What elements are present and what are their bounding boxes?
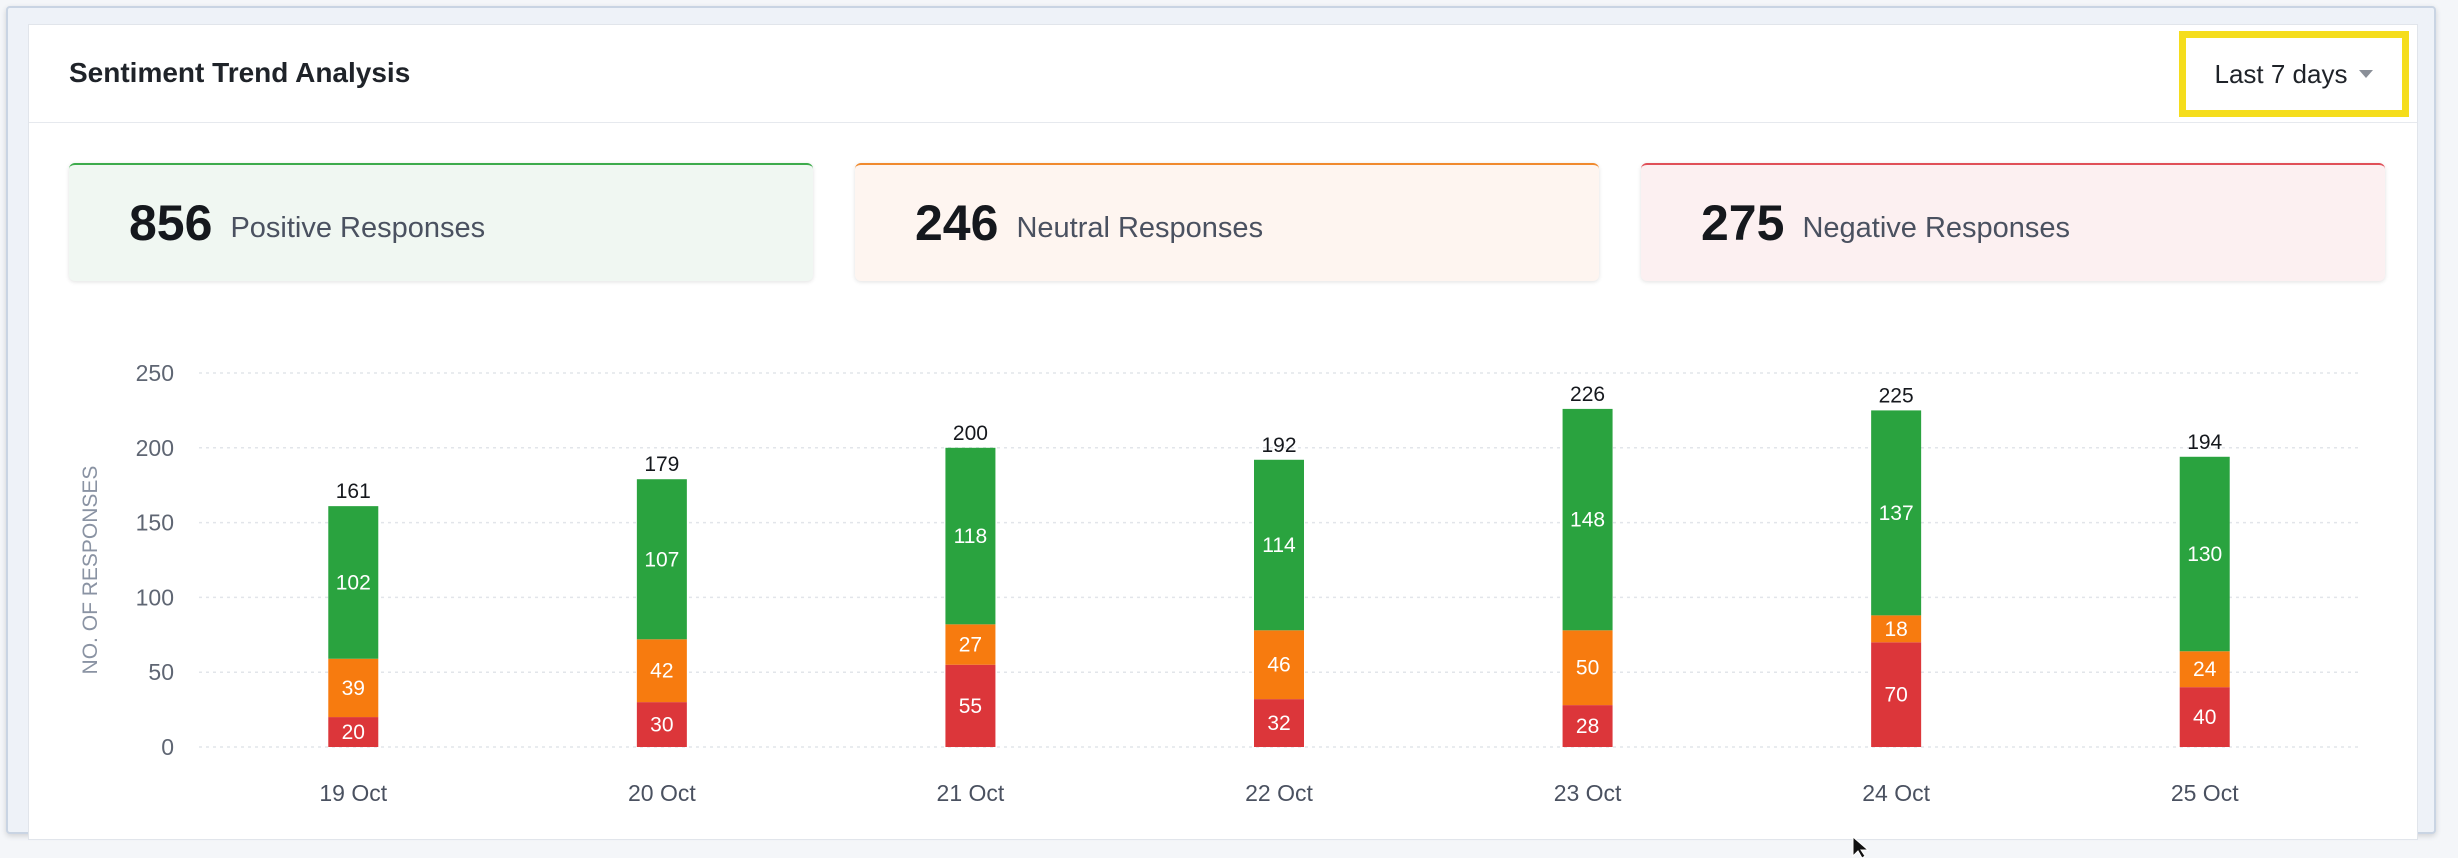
data-label-positive: 130 [2187, 543, 2222, 566]
x-tick-label: 25 Oct [2171, 780, 2239, 806]
data-label-positive: 118 [954, 525, 987, 548]
x-tick-label: 19 Oct [319, 780, 387, 806]
x-tick-label: 24 Oct [1862, 780, 1930, 806]
data-label-neutral: 42 [650, 660, 673, 683]
negative-count: 275 [1701, 195, 1785, 251]
data-label-negative: 32 [1267, 712, 1290, 735]
y-axis-label: NO. OF RESPONSES [79, 466, 102, 675]
y-tick-label: 250 [136, 360, 174, 386]
y-tick-label: 150 [136, 510, 174, 536]
data-label-negative: 20 [342, 721, 365, 744]
x-tick-label: 20 Oct [628, 780, 696, 806]
date-range-label: Last 7 days [2214, 58, 2348, 89]
data-label-negative: 28 [1576, 715, 1599, 738]
bar-segment-positive [328, 506, 379, 659]
bar-segment-neutral [636, 639, 687, 703]
bar-segment-negative [2179, 687, 2230, 747]
data-label-negative: 55 [959, 695, 982, 718]
window-frame: Sentiment Trend Analysis Last 7 days 856… [6, 6, 2436, 840]
bar-total-label: 194 [2187, 431, 2222, 454]
data-label-neutral: 27 [959, 634, 982, 657]
data-label-negative: 30 [650, 714, 673, 737]
neutral-summary-card: 246 Neutral Responses [855, 163, 1599, 281]
bar-total-label: 179 [644, 453, 679, 476]
bar-segment-positive [636, 479, 687, 640]
positive-label: Positive Responses [230, 211, 486, 244]
negative-label: Negative Responses [1802, 211, 2071, 244]
bar-total-label: 225 [1879, 384, 1914, 407]
x-tick-label: 21 Oct [937, 780, 1005, 806]
bar-segment-negative [945, 664, 996, 747]
bar-total-label: 226 [1570, 383, 1605, 406]
bar-segment-neutral [2179, 651, 2230, 688]
data-label-positive: 137 [1879, 502, 1914, 525]
bar-segment-positive [1254, 459, 1304, 631]
y-tick-label: 100 [136, 584, 174, 610]
data-label-negative: 40 [2193, 706, 2216, 729]
bar-segment-positive [1871, 410, 1922, 616]
y-tick-label: 200 [136, 435, 174, 461]
positive-summary-card: 856 Positive Responses [69, 163, 813, 281]
bar-segment-negative [1562, 705, 1613, 747]
bar-segment-neutral [328, 658, 379, 718]
data-label-positive: 148 [1570, 509, 1605, 532]
data-label-neutral: 18 [1884, 618, 1907, 641]
bar-segment-positive [1562, 408, 1613, 631]
bar-segment-neutral [945, 624, 996, 665]
bar-segment-neutral [1871, 615, 1922, 643]
bar-segment-neutral [1254, 630, 1304, 700]
y-tick-label: 0 [161, 734, 174, 760]
bar-segment-positive [2179, 456, 2230, 652]
x-tick-label: 23 Oct [1554, 780, 1622, 806]
card-title: Sentiment Trend Analysis [69, 57, 411, 88]
data-label-neutral: 24 [2193, 658, 2217, 681]
data-label-negative: 70 [1884, 684, 1907, 707]
data-label-neutral: 39 [342, 677, 365, 700]
y-tick-label: 50 [148, 659, 174, 685]
bar-segment-negative [636, 702, 687, 747]
stacked-bar-chart: 0 50 100 150 200 250 NO. OF RESPONSES 20 39 102 16… [79, 360, 2359, 806]
bar-total-label: 200 [953, 422, 988, 445]
data-label-positive: 102 [336, 571, 371, 594]
chevron-down-icon [2359, 70, 2374, 78]
neutral-label: Neutral Responses [1016, 211, 1264, 244]
bar-segment-negative [328, 717, 379, 747]
bar-segment-negative [1254, 699, 1304, 747]
data-label-neutral: 46 [1267, 654, 1290, 677]
bar-segment-neutral [1562, 630, 1613, 706]
date-range-dropdown[interactable]: Last 7 days [2179, 31, 2409, 117]
negative-summary-card: 275 Negative Responses [1641, 163, 2385, 281]
x-tick-label: 22 Oct [1245, 780, 1313, 806]
data-label-neutral: 50 [1576, 657, 1599, 680]
bar-segment-negative [1871, 642, 1922, 747]
mouse-cursor-icon [1852, 836, 1870, 858]
bar-total-label: 161 [336, 480, 371, 503]
bar-segment-positive [945, 447, 996, 625]
positive-count: 856 [129, 195, 213, 251]
data-label-positive: 114 [1262, 534, 1296, 557]
sentiment-card: Sentiment Trend Analysis Last 7 days 856… [28, 24, 2418, 840]
data-label-positive: 107 [644, 548, 679, 571]
bar-total-label: 192 [1261, 434, 1296, 457]
card-header: Sentiment Trend Analysis Last 7 days [29, 25, 2417, 123]
neutral-count: 246 [915, 195, 999, 251]
